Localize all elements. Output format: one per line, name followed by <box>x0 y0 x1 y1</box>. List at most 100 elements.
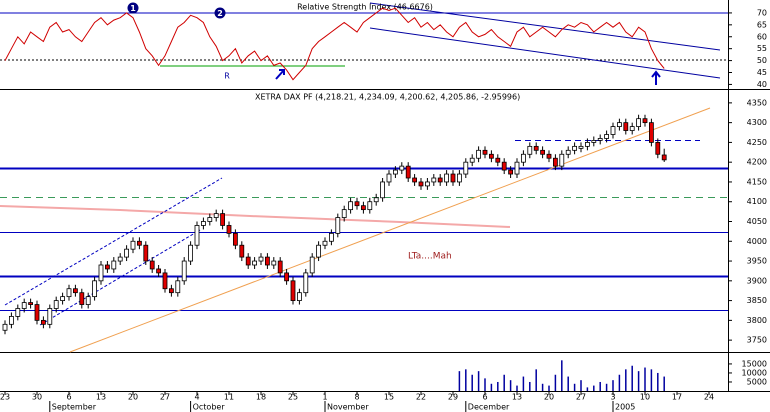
volume-bar <box>561 360 563 391</box>
y-tick-label: 10000 <box>742 368 767 377</box>
y-tick-label: 45 <box>757 68 767 77</box>
candle-body <box>456 173 462 183</box>
candle-body <box>399 165 405 171</box>
y-tick-label: 3950 <box>747 257 767 266</box>
month-label: October <box>193 403 226 412</box>
candle-body <box>501 161 507 171</box>
candle-body <box>8 316 14 325</box>
trend-channel <box>4 177 223 306</box>
x-tick-label: 13 <box>96 393 106 402</box>
candle-body <box>149 260 155 270</box>
candle-body <box>111 260 117 270</box>
candle-body <box>565 149 571 155</box>
candle-body <box>316 244 322 258</box>
volume-bar <box>458 371 461 391</box>
trend-channel <box>39 229 201 326</box>
candle-body <box>386 173 392 183</box>
candle-body <box>309 256 315 274</box>
y-tick-label: 40 <box>757 80 767 89</box>
volume-bar <box>484 378 486 391</box>
candle-body <box>136 240 142 246</box>
x-tick-label: 3 <box>610 393 615 402</box>
month-label: November <box>327 403 369 412</box>
volume-bar <box>580 380 582 391</box>
volume-bar <box>497 381 499 391</box>
y-tick-label: 60 <box>757 32 767 41</box>
candle-body <box>476 149 482 159</box>
x-tick-label: 6 <box>482 393 487 402</box>
panel-title: XETRA DAX PF (4,218.21, 4,234.09, 4,200.… <box>255 93 520 102</box>
candle-body <box>143 244 149 262</box>
candle-body <box>92 280 97 298</box>
trend-channel <box>369 27 721 79</box>
volume-bar <box>471 374 473 391</box>
candle-body <box>105 264 110 270</box>
volume-bar <box>663 376 665 391</box>
candle-body <box>392 169 398 175</box>
x-tick-label: 27 <box>160 393 170 402</box>
candle-body <box>514 161 520 175</box>
panel-title: Relative Strength Index (46.6676) <box>297 3 433 12</box>
volume-bar <box>548 385 550 391</box>
candle-body <box>482 149 488 155</box>
candle-body <box>226 225 232 234</box>
candle-body <box>296 292 302 301</box>
candle-body <box>559 153 565 167</box>
candle-body <box>124 248 129 258</box>
candle-body <box>546 153 552 159</box>
y-tick-label: 50 <box>757 56 767 65</box>
y-tick-label: 4350 <box>747 98 767 107</box>
candle-body <box>597 138 603 141</box>
candle-body <box>98 264 104 282</box>
candle-body <box>258 256 264 262</box>
month-label: September <box>52 403 97 412</box>
x-tick-label: 30 <box>32 393 42 402</box>
volume-bar <box>618 374 621 391</box>
x-tick-label: 1 <box>322 393 327 402</box>
candle-body <box>328 232 334 242</box>
candle-body <box>367 201 373 211</box>
rsi-line <box>4 7 665 81</box>
x-tick-label: 18 <box>256 393 266 402</box>
candle-body <box>488 153 494 159</box>
candle-body <box>610 126 616 135</box>
volume-bar <box>477 371 480 391</box>
volume-bar <box>631 365 633 391</box>
candle-body <box>604 134 609 139</box>
month-label: December <box>468 403 510 412</box>
x-tick-label: 13 <box>512 393 522 402</box>
candle-body <box>117 256 123 262</box>
month-label: 2005 <box>615 403 635 412</box>
candle-body <box>207 217 213 222</box>
candle-body <box>463 161 469 175</box>
candle-body <box>220 213 226 226</box>
volume-bar <box>529 381 531 391</box>
volume-bar <box>522 376 525 391</box>
candle-body <box>34 304 40 321</box>
candle-body <box>284 272 290 282</box>
candle-body <box>521 153 526 163</box>
x-tick-label: 20 <box>544 393 554 402</box>
candle-body <box>412 177 418 183</box>
candle-body <box>437 177 443 183</box>
candle-body <box>66 288 72 298</box>
candle-body <box>578 145 584 149</box>
trend-line <box>69 107 711 353</box>
x-tick-label: 4 <box>194 393 199 402</box>
volume-bar <box>605 383 608 391</box>
candle-body <box>354 201 360 207</box>
y-tick-label: 4050 <box>747 217 767 226</box>
y-tick-label: 4000 <box>747 237 767 246</box>
candle-body <box>527 145 533 155</box>
candle-body <box>649 122 654 143</box>
x-tick-label: 22 <box>416 393 426 402</box>
y-tick-label: 4300 <box>747 118 767 127</box>
candle-body <box>41 319 46 325</box>
volume-bar <box>509 380 512 391</box>
candle-body <box>405 165 411 179</box>
marker <box>127 2 139 14</box>
candle-body <box>629 126 635 131</box>
